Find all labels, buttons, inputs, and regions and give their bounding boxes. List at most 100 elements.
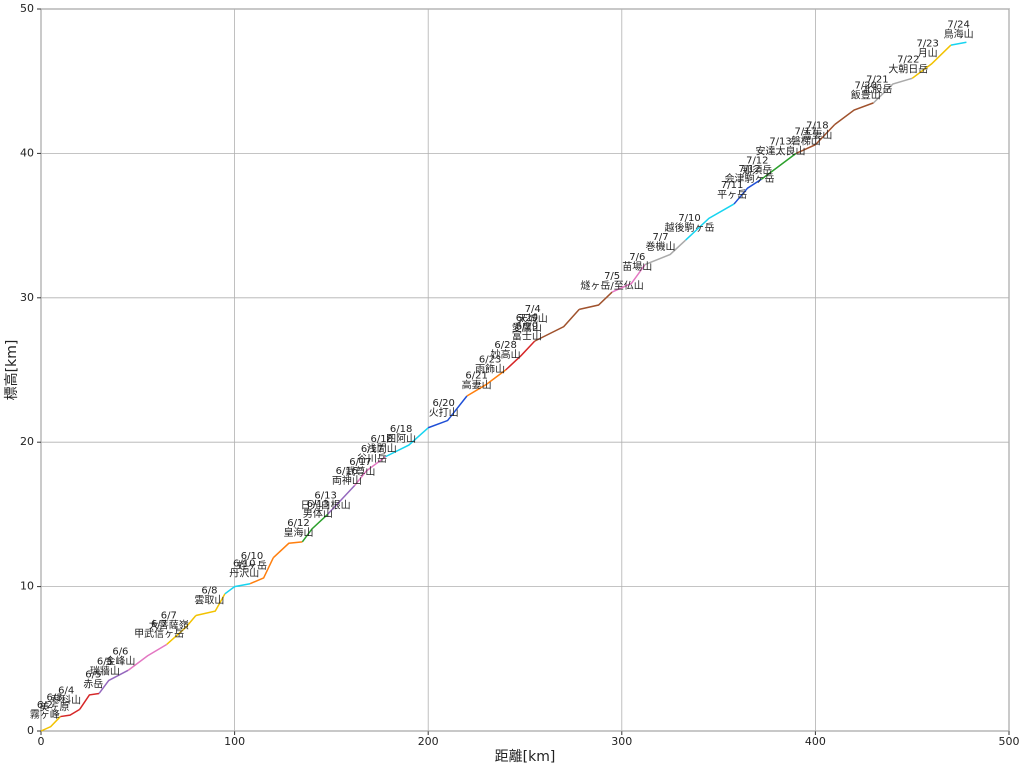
annotation-label: 武尊山	[345, 465, 375, 478]
line-segment	[950, 41, 967, 46]
y-tick-label: 50	[20, 2, 34, 15]
annotation-date: 6/21	[465, 371, 487, 382]
annotation-label: 浅間山	[367, 442, 397, 455]
annotation-date: 6/28	[494, 340, 516, 351]
line-segment	[98, 669, 129, 694]
annotation-label: 月山	[918, 47, 938, 59]
annotation-date: 7/10	[678, 213, 700, 224]
annotation-date: 6/3	[47, 693, 63, 704]
annotation-label: 飯豊山	[851, 88, 881, 101]
x-tick-label: 0	[38, 735, 45, 748]
annotation-date: 6/6	[112, 646, 128, 657]
line-segment	[505, 340, 536, 371]
annotation-label: 天城山	[518, 313, 548, 325]
x-tick-label: 200	[418, 735, 439, 748]
annotation-date: 7/18	[806, 121, 828, 132]
annotation-date: 6/8	[201, 586, 217, 597]
annotation-date: 6/29	[516, 321, 538, 332]
annotation-date: 7/24	[947, 20, 969, 31]
annotation-date: 7/4	[525, 304, 541, 315]
annotation-label: 金峰山	[105, 654, 135, 667]
line-segment	[760, 152, 797, 180]
line-segment	[834, 102, 874, 126]
annotation-label: 妙高山	[491, 348, 521, 361]
annotation-label: 四阿山	[386, 433, 416, 445]
x-axis-label: 距離[km]	[495, 748, 556, 765]
annotation-date: 7/20	[855, 80, 877, 91]
annotation-date: 6/12	[287, 518, 309, 529]
line-segment	[249, 557, 274, 585]
annotation-label: 苗場山	[622, 260, 652, 273]
annotation-label: 会津駒ヶ岳	[725, 172, 775, 185]
line-segment	[795, 124, 836, 155]
line-segment	[354, 456, 387, 486]
annotation-date: 7/21	[866, 75, 888, 86]
annotation-label: 甲武信ヶ岳	[134, 627, 184, 640]
annotation-label: 蛭ヶ岳	[237, 559, 267, 572]
line-segment	[385, 427, 429, 458]
line-segment	[733, 178, 762, 205]
annotation-label: 日光白根山	[301, 498, 351, 511]
annotation-date: 6/13	[307, 499, 329, 510]
line-segment	[224, 582, 251, 595]
line-segment	[872, 77, 913, 104]
x-tick-label: 400	[805, 735, 826, 748]
line-segment	[127, 643, 168, 671]
annotation-label: 鳥海山	[944, 28, 974, 41]
line-segment	[166, 614, 197, 645]
annotation-date: 7/7	[652, 232, 668, 243]
annotation-label: 雨飾山	[475, 363, 505, 376]
annotation-label: 瑞牆山	[90, 664, 120, 677]
annotation-label: 谷川岳	[357, 453, 387, 465]
y-tick-label: 30	[20, 291, 34, 304]
annotation-label: 赤岳	[83, 678, 103, 690]
line-segment	[579, 291, 613, 311]
annotation-date: 6/10	[241, 551, 263, 562]
annotation-date: 7/12	[738, 164, 760, 175]
annotation-date: 7/12	[746, 155, 768, 166]
y-tick-label: 0	[27, 724, 34, 737]
plot-frame	[40, 8, 1010, 732]
annotation-label: 火打山	[429, 406, 459, 419]
annotation-date: 6/23	[479, 355, 501, 366]
annotation-date: 6/17	[349, 457, 371, 468]
line-segment	[60, 708, 81, 718]
annotation-label: 吾妻山	[802, 129, 832, 142]
annotation-label: 那須岳	[742, 164, 772, 176]
annotation-label: 両神山	[332, 474, 362, 487]
annotation-date: 6/4	[58, 685, 74, 696]
annotation-date: 7/22	[897, 54, 919, 65]
annotation-label: 北股岳	[862, 84, 892, 96]
annotation-date: 6/5	[97, 656, 113, 667]
annotation-label: 丹沢山	[229, 566, 259, 579]
annotation-date: 6/13	[314, 490, 336, 501]
annotation-label: 平ヶ岳	[717, 189, 747, 201]
annotation-label: 磐梯山	[791, 135, 821, 148]
y-tick-label: 40	[20, 146, 34, 159]
line-segment	[466, 369, 507, 397]
line-segment	[427, 395, 468, 429]
annotation-label: 高妻山	[462, 379, 492, 392]
annotation-label: 大菩薩嶺	[149, 618, 189, 631]
annotation-date: 6/17	[361, 444, 383, 455]
annotation-date: 7/13	[769, 137, 791, 148]
annotation-label: 霧ヶ峰	[30, 709, 60, 721]
annotation-label: 巻機山	[646, 240, 676, 253]
x-tick-label: 500	[999, 735, 1020, 748]
line-segment	[301, 513, 329, 543]
annotation-date: 7/17	[794, 127, 816, 138]
annotation-label: 燧ヶ岳/至仏山	[580, 279, 643, 292]
y-tick-label: 20	[20, 435, 34, 448]
annotation-date: 7/23	[916, 38, 938, 49]
line-segment	[685, 203, 735, 241]
annotation-date: 6/18	[390, 424, 412, 435]
line-segment	[644, 239, 687, 266]
annotation-date: 6/16	[336, 466, 358, 477]
x-tick-label: 300	[611, 735, 632, 748]
line-segment	[534, 308, 580, 342]
annotation-date: 6/7	[151, 619, 167, 630]
annotation-label: 男体山	[303, 508, 333, 520]
annotation-date: 6/20	[432, 398, 454, 409]
x-tick-label: 100	[224, 735, 245, 748]
